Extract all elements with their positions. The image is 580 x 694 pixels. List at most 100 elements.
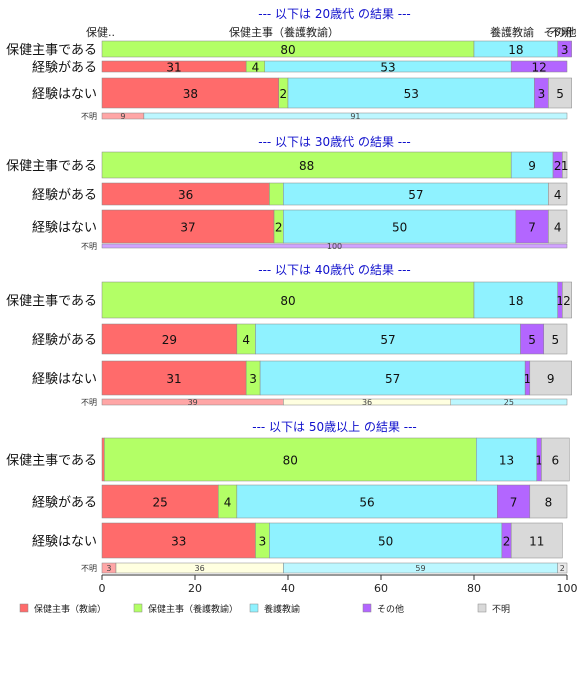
legend-label: 保健主事（養護教諭） <box>148 603 238 615</box>
data-label: 53 <box>380 61 395 75</box>
unknown-category-label: 不明 <box>81 398 97 407</box>
data-label: 50 <box>378 535 393 549</box>
bar-segment <box>510 522 563 559</box>
legend-swatch <box>362 603 372 613</box>
data-label: 6 <box>552 454 560 468</box>
legend-label: その他 <box>377 603 404 615</box>
bar-segment <box>287 77 535 109</box>
data-label: 50 <box>392 221 407 235</box>
data-label: 29 <box>162 333 177 347</box>
category-label: 経験はない <box>32 87 97 102</box>
bar-segment <box>515 209 549 244</box>
panel-title: --- 以下は 40歳代 の結果 --- <box>258 263 411 277</box>
unknown-data-label: 9 <box>120 112 125 121</box>
unknown-bar-segment <box>101 243 568 249</box>
legend-swatch <box>249 603 259 613</box>
data-label: 53 <box>404 87 419 101</box>
data-label: 13 <box>499 454 514 468</box>
data-label: 11 <box>529 535 544 549</box>
top-label: 保健主事（養護教諭） <box>229 25 339 39</box>
data-label: 31 <box>166 61 181 75</box>
category-label: 経験はない <box>32 535 97 550</box>
legend-label: 養護教諭 <box>264 603 300 615</box>
category-label: 経験がある <box>32 496 97 511</box>
data-label: 31 <box>166 372 181 386</box>
legend-label: 保健主事（教諭） <box>34 603 106 615</box>
bar-segment <box>101 323 238 355</box>
bar-segment <box>104 437 477 482</box>
bar-segment <box>548 182 568 206</box>
data-label: 18 <box>508 294 523 308</box>
unknown-data-label: 59 <box>415 564 425 573</box>
top-label: 養護教諭 <box>490 25 534 39</box>
bar-segment <box>497 484 531 519</box>
x-tick-label: 40 <box>281 582 295 595</box>
data-label: 8 <box>545 496 553 510</box>
bar-segment <box>557 40 572 58</box>
x-tick-label: 20 <box>188 582 202 595</box>
data-label: 4 <box>554 188 562 202</box>
category-label: 経験がある <box>32 333 97 348</box>
data-label: 88 <box>299 159 314 173</box>
bar-segment <box>562 151 568 179</box>
bar-segment <box>101 484 219 519</box>
data-label: 1 <box>556 294 564 308</box>
data-label: 80 <box>280 294 295 308</box>
data-label: 2 <box>503 535 511 549</box>
panel-title: --- 以下は 20歳代 の結果 --- <box>258 7 411 21</box>
category-label: 経験がある <box>32 188 97 203</box>
unknown-category-label: 不明 <box>81 564 97 573</box>
bar-segment <box>101 360 247 396</box>
data-label: 1 <box>561 159 569 173</box>
bar-segment <box>101 151 512 179</box>
unknown-category-label: 不明 <box>81 242 97 251</box>
data-label: 4 <box>554 221 562 235</box>
data-label: 3 <box>249 372 257 386</box>
data-label: 5 <box>528 333 536 347</box>
bar-segment <box>236 484 498 519</box>
legend-label: 不明 <box>492 604 510 615</box>
data-label: 57 <box>408 188 423 202</box>
unknown-data-label: 100 <box>327 242 342 251</box>
data-label: 2 <box>563 294 571 308</box>
data-label: 56 <box>359 496 374 510</box>
bar-segment <box>259 360 526 396</box>
bar-segment <box>548 77 572 109</box>
data-label: 4 <box>224 496 232 510</box>
category-label: 経験がある <box>32 61 97 76</box>
top-label: その他 <box>544 26 577 39</box>
unknown-bar-segment <box>143 112 568 120</box>
data-label: 4 <box>252 61 260 75</box>
data-label: 2 <box>275 221 283 235</box>
legend-swatch <box>19 603 29 613</box>
x-tick-label: 0 <box>99 582 106 595</box>
legend-swatch <box>133 603 143 613</box>
bar-segment <box>101 77 279 109</box>
unknown-data-label: 36 <box>195 564 205 573</box>
bar-segment <box>543 323 568 355</box>
top-label: 不明 <box>550 26 572 39</box>
bar-segment <box>255 323 521 355</box>
bar-segment <box>541 437 570 482</box>
unknown-bar-segment <box>450 398 568 406</box>
category-label: 保健主事である <box>6 159 97 174</box>
bar-segment <box>562 281 572 319</box>
unknown-data-label: 2 <box>560 564 565 573</box>
unknown-data-label: 36 <box>362 398 372 407</box>
data-label: 57 <box>380 333 395 347</box>
category-label: 保健主事である <box>6 294 97 309</box>
panel-title: --- 以下は 30歳代 の結果 --- <box>258 135 411 149</box>
bar-segment <box>548 209 568 244</box>
data-label: 18 <box>508 43 523 57</box>
data-label: 2 <box>554 159 562 173</box>
data-label: 33 <box>171 535 186 549</box>
data-label: 37 <box>180 221 195 235</box>
data-label: 2 <box>280 87 288 101</box>
data-label: 1 <box>535 454 543 468</box>
data-label: 12 <box>531 61 546 75</box>
data-label: 4 <box>242 333 250 347</box>
bar-segment <box>510 60 568 73</box>
bar-segment <box>101 522 256 559</box>
category-label: 保健主事である <box>6 43 97 58</box>
